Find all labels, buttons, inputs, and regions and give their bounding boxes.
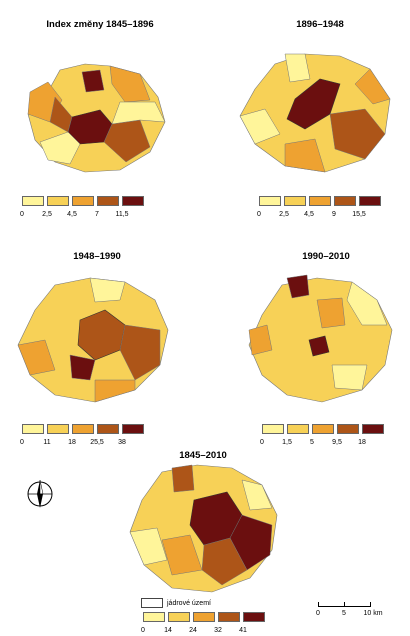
legend-tick-label: 11,5 [115, 211, 129, 218]
legend-tick-label: 0 [260, 439, 264, 446]
legend-tick-label: 24 [189, 627, 197, 634]
scale-label-0: 0 [316, 610, 320, 617]
legend-tick-label: 0 [20, 211, 24, 218]
legend-swatch [47, 196, 69, 206]
legend-1948-1990: 0 11 18 25,5 38 [20, 424, 152, 448]
legend-swatch [259, 196, 281, 206]
legend-swatch [287, 424, 309, 434]
choropleth-map-1948-1990 [17, 277, 169, 403]
legend-tick-label: 2,5 [279, 211, 289, 218]
scale-bar: 0 5 10 km [315, 598, 383, 622]
legend-tick-label: 9,5 [332, 439, 342, 446]
legend-tick-label: 0 [141, 627, 145, 634]
legend-swatch [193, 612, 215, 622]
legend-tick-label: 0 [20, 439, 24, 446]
core-area-swatch [141, 598, 163, 608]
legend-swatch [122, 424, 144, 434]
legend-swatch [309, 196, 331, 206]
legend-tick-label: 4,5 [67, 211, 77, 218]
legend-swatch [22, 196, 44, 206]
legend-swatch [168, 612, 190, 622]
legend-1990-2010: 0 1,5 5 9,5 18 [260, 424, 392, 448]
scale-label-10: 10 km [363, 610, 383, 617]
legend-tick-label: 5 [310, 439, 314, 446]
legend-swatch [243, 612, 265, 622]
map-title-1896-1948: 1896–1948 [296, 19, 344, 30]
legend-swatch [334, 196, 356, 206]
legend-swatch [72, 424, 94, 434]
legend-tick-label: 9 [332, 211, 336, 218]
scale-tick-0 [318, 602, 319, 607]
legend-tick-label: 11 [43, 439, 51, 446]
legend-swatch [72, 196, 94, 206]
legend-tick-label: 18 [358, 439, 366, 446]
legend-1845-1896: 0 2,5 4,5 7 11,5 [20, 196, 152, 220]
legend-swatch [47, 424, 69, 434]
choropleth-map-1845-2010 [129, 464, 278, 593]
legend-swatch [262, 424, 284, 434]
core-area-label: jádrové území [167, 599, 211, 607]
legend-tick-label: 25,5 [90, 439, 104, 446]
legend-swatch [359, 196, 381, 206]
legend-swatch [22, 424, 44, 434]
legend-swatch [284, 196, 306, 206]
legend-tick-label: 0 [257, 211, 261, 218]
choropleth-map-1896-1948 [239, 53, 391, 173]
map-title-1990-2010: 1990–2010 [302, 251, 350, 262]
legend-swatch [143, 612, 165, 622]
legend-tick-label: 2,5 [42, 211, 52, 218]
legend-swatch [362, 424, 384, 434]
choropleth-map-1990-2010 [248, 274, 393, 403]
legend-tick-label: 7 [95, 211, 99, 218]
legend-tick-label: 32 [214, 627, 222, 634]
scale-tick-5 [344, 602, 345, 607]
choropleth-map-1845-1896 [27, 63, 166, 173]
map-title-1845-2010: 1845–2010 [179, 450, 227, 461]
legend-swatch [337, 424, 359, 434]
legend-swatch [97, 196, 119, 206]
legend-tick-label: 1,5 [282, 439, 292, 446]
legend-tick-label: 38 [118, 439, 126, 446]
legend-swatch [218, 612, 240, 622]
core-area-legend: jádrové území [141, 598, 211, 608]
legend-tick-label: 15,5 [352, 211, 366, 218]
legend-tick-label: 14 [164, 627, 172, 634]
legend-tick-label: 4,5 [304, 211, 314, 218]
legend-1896-1948: 0 2,5 4,5 9 15,5 [257, 196, 389, 220]
scale-tick-10 [370, 602, 371, 607]
map-title-1948-1990: 1948–1990 [73, 251, 121, 262]
legend-tick-label: 18 [68, 439, 76, 446]
legend-1845-2010: 0 14 24 32 41 [141, 612, 273, 636]
legend-tick-label: 41 [239, 627, 247, 634]
legend-swatch [97, 424, 119, 434]
north-arrow-icon [27, 479, 53, 508]
scale-label-5: 5 [342, 610, 346, 617]
legend-swatch [122, 196, 144, 206]
legend-swatch [312, 424, 334, 434]
map-title-1845-1896: Index změny 1845–1896 [46, 19, 154, 30]
